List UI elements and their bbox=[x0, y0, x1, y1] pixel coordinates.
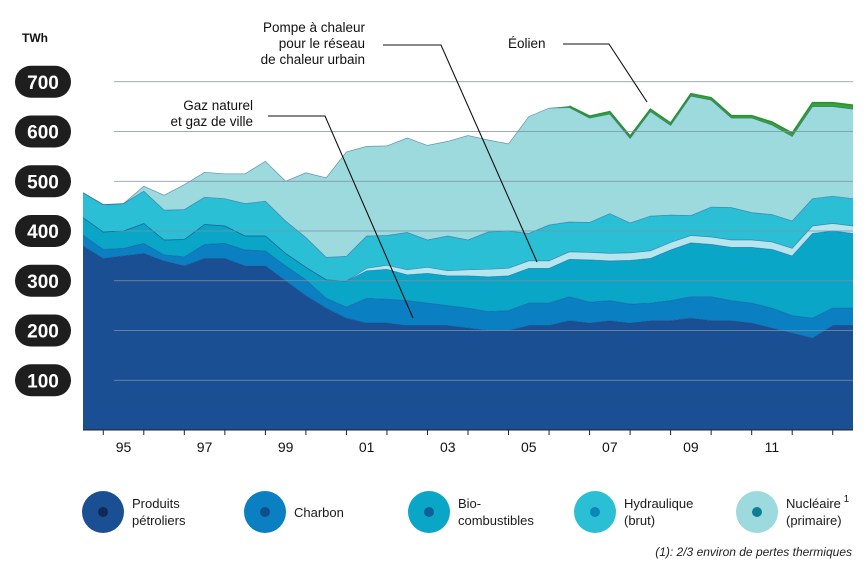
legend-swatch-1 bbox=[244, 491, 286, 533]
area-outline-5 bbox=[82, 95, 854, 205]
legend-swatch-0 bbox=[82, 491, 124, 533]
area-outline-1 bbox=[82, 234, 853, 319]
legend-swatch-2 bbox=[408, 491, 450, 533]
legend-swatch-dot-2 bbox=[424, 507, 434, 517]
annotation-label-2-1: et gaz de ville bbox=[170, 114, 253, 129]
legend-footnote-mark: 1 bbox=[843, 494, 850, 505]
area-1 bbox=[83, 235, 853, 338]
y-tick-label-700: 700 bbox=[27, 73, 59, 94]
annotation-label-0-0: Éolien bbox=[508, 36, 546, 51]
area-5 bbox=[83, 96, 853, 258]
legend-label-4: Nucléaire (primaire) 1 bbox=[786, 495, 849, 529]
y-tick-label-300: 300 bbox=[27, 272, 59, 293]
y-tick-label-400: 400 bbox=[27, 222, 59, 243]
x-tick-label-95: 95 bbox=[116, 439, 132, 455]
legend-item-1: Charbon bbox=[244, 484, 344, 540]
legend-label-text-0: Produits pétroliers bbox=[132, 496, 186, 528]
footnote: (1): 2/3 environ de pertes thermiques bbox=[655, 545, 852, 559]
y-tick-badge-500 bbox=[15, 165, 71, 198]
x-tick-label-09: 09 bbox=[683, 439, 699, 455]
legend-item-3: Hydraulique (brut) bbox=[574, 484, 693, 540]
x-tick-label-03: 03 bbox=[440, 439, 456, 455]
y-unit-label: TWh bbox=[22, 31, 48, 45]
legend-label-text-3: Hydraulique (brut) bbox=[624, 496, 694, 528]
y-tick-label-500: 500 bbox=[27, 172, 59, 193]
legend-label-0: Produits pétroliers bbox=[132, 495, 185, 529]
annotation-leader-0 bbox=[563, 43, 648, 103]
area-layers bbox=[82, 92, 854, 430]
annotation-label-2-0: Gaz naturel bbox=[183, 98, 253, 113]
eolien-line bbox=[568, 92, 854, 138]
legend-label-1: Charbon bbox=[294, 504, 344, 521]
y-tick-label-100: 100 bbox=[27, 371, 59, 392]
y-tick-badge-400 bbox=[15, 215, 71, 247]
legend-item-0: Produits pétroliers bbox=[82, 484, 185, 540]
y-tick-badge-600 bbox=[15, 115, 71, 148]
legend-item-4: Nucléaire (primaire) 1 bbox=[736, 484, 849, 540]
x-axis: 95 97 99 01 03 05 07 09 11 bbox=[83, 429, 853, 455]
x-tick-label-11: 11 bbox=[765, 439, 780, 455]
x-tick-label-05: 05 bbox=[521, 439, 537, 455]
legend-label-2: Bio- combustibles bbox=[458, 495, 534, 529]
legend-swatch-dot-1 bbox=[260, 507, 270, 517]
annotation-leader-1 bbox=[383, 44, 538, 263]
y-tick-label-600: 600 bbox=[27, 123, 59, 144]
legend-swatch-4 bbox=[736, 491, 778, 533]
x-tick-label-97: 97 bbox=[197, 439, 213, 455]
area-4 bbox=[83, 191, 853, 282]
legend-swatch-dot-3 bbox=[590, 507, 600, 517]
x-tick-label-99: 99 bbox=[278, 439, 294, 455]
annotation-label-1-2: de chaleur urbain bbox=[261, 52, 365, 67]
legend-label-3: Hydraulique (brut) bbox=[624, 495, 693, 529]
legend-label-text-4: Nucléaire (primaire) bbox=[786, 496, 842, 528]
annotation-label-1-0: Pompe à chaleur bbox=[263, 20, 366, 35]
y-tick-label-200: 200 bbox=[27, 322, 59, 343]
annotation-label-1-1: pour le réseau bbox=[279, 36, 365, 51]
x-tick-label-01: 01 bbox=[359, 439, 375, 455]
legend-item-2: Bio- combustibles bbox=[408, 484, 534, 540]
area-2 bbox=[83, 217, 853, 319]
legend-label-text-1: Charbon bbox=[294, 504, 344, 520]
y-tick-badge-200 bbox=[15, 314, 71, 347]
y-tick-badge-300 bbox=[15, 264, 71, 297]
legend: Produits pétroliers Charbon Bio- combustib… bbox=[0, 484, 868, 544]
y-tick-badge-100 bbox=[15, 364, 71, 397]
area-0 bbox=[83, 245, 853, 430]
grid-lines bbox=[114, 81, 853, 381]
x-tick-label-07: 07 bbox=[602, 439, 618, 455]
y-axis: TWh 100 200 300 400 500 600 700 bbox=[15, 31, 71, 397]
legend-swatch-3 bbox=[574, 491, 616, 533]
area-outline-0 bbox=[82, 245, 853, 339]
annotation-leader-2 bbox=[268, 115, 414, 319]
area-outline-3 bbox=[82, 217, 854, 282]
area-outline-4 bbox=[82, 190, 854, 258]
legend-swatch-dot-4 bbox=[752, 507, 762, 517]
legend-label-text-2: Bio- combustibles bbox=[458, 496, 534, 528]
y-tick-badge-700 bbox=[15, 65, 71, 98]
legend-swatch-dot-0 bbox=[98, 507, 108, 517]
